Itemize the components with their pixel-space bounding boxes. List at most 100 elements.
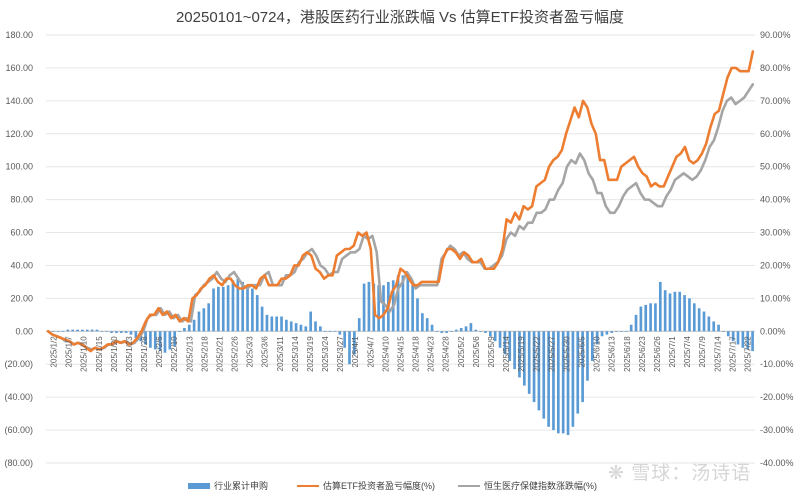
bar (605, 331, 609, 335)
bar (119, 331, 123, 333)
bar (678, 291, 682, 332)
right-tick-label: -20.00% (760, 392, 794, 402)
bar (71, 329, 75, 332)
left-tick-label: (60.00) (4, 425, 33, 435)
x-tick-label: 2025/3/6 (261, 336, 270, 368)
bar (654, 303, 657, 332)
bar (192, 319, 196, 332)
x-tick-label: 2025/2/10 (170, 336, 179, 372)
x-tick-label: 2025/2/18 (200, 336, 209, 372)
x-tick-label: 2025/4/10 (381, 336, 390, 372)
x-tick-label: 2025/3/14 (291, 336, 300, 372)
legend: 行业累计申购 估算ETF投资者盈亏幅度(%) 恒生医疗保健指数涨跌幅(%) (0, 479, 800, 493)
bar (450, 331, 453, 332)
bar (445, 331, 448, 333)
left-tick-label: (40.00) (4, 392, 33, 402)
x-tick-label: 2025/7/17 (728, 336, 737, 372)
x-tick-label: 2025/2/6 (155, 336, 164, 368)
x-tick-label: 2025/6/23 (638, 336, 647, 372)
left-tick-label: 0.00 (15, 326, 33, 336)
legend-label-bar: 行业累计申购 (214, 481, 269, 491)
x-tick-label: 2025/5/6 (472, 336, 481, 368)
bar (270, 316, 274, 332)
bar (158, 331, 162, 352)
bar (527, 331, 531, 394)
bar (100, 331, 104, 332)
right-tick-label: 70.00% (760, 96, 791, 106)
bar (668, 293, 672, 332)
bar (357, 318, 361, 332)
bar (498, 331, 502, 348)
bar (547, 331, 550, 427)
bar (241, 281, 245, 332)
bar (115, 331, 118, 333)
legend-item-orange: 估算ETF投资者盈亏幅度(%) (297, 479, 435, 492)
bar (110, 331, 113, 333)
bar (615, 331, 618, 332)
series-line-hs-healthcare (46, 83, 755, 351)
bar (425, 318, 429, 332)
left-tick-label: (80.00) (4, 458, 33, 468)
bar (644, 304, 648, 332)
left-axis-ticks: 180.00 160.00 140.00 120.00 100.00 80.00 60.00… (4, 30, 33, 468)
bar (561, 331, 565, 434)
x-tick-label: 2025/7/14 (713, 336, 722, 372)
bar (455, 329, 458, 332)
bar (207, 303, 211, 332)
bar (581, 331, 584, 403)
left-tick-label: 120.00 (5, 129, 33, 139)
bar (81, 329, 84, 332)
bar (362, 283, 366, 332)
bar (712, 321, 716, 332)
bar (217, 286, 220, 332)
bar (600, 331, 604, 337)
x-tick-label: 2025/3/27 (336, 336, 345, 372)
bar (285, 319, 288, 332)
bar (377, 285, 380, 332)
bar (489, 331, 492, 337)
x-tick-label: 2025/1/7 (65, 336, 74, 368)
bar (722, 331, 725, 332)
bar (401, 275, 405, 332)
legend-label-gray: 恒生医疗保健指数涨跌幅(%) (484, 481, 597, 491)
bar (736, 331, 740, 345)
bar (421, 313, 424, 332)
bar (610, 331, 614, 333)
bar (197, 311, 201, 332)
x-tick-label: 2025/4/28 (442, 336, 451, 372)
x-tick-label: 2025/6/18 (623, 336, 632, 372)
right-tick-label: 30.00% (760, 228, 791, 238)
bar (105, 331, 109, 332)
bar (566, 331, 570, 436)
bar (634, 314, 638, 332)
bar (571, 331, 575, 427)
bar (56, 331, 60, 332)
bar (396, 275, 400, 332)
bar (649, 303, 652, 332)
bar (149, 331, 152, 348)
bar (416, 298, 419, 332)
bar (178, 331, 181, 332)
x-tick-label: 2025/5/22 (532, 336, 541, 372)
x-tick-label: 2025/7/9 (698, 336, 707, 368)
bar (493, 331, 497, 342)
bar (236, 278, 240, 332)
x-tick-label: 2025/7/1 (668, 336, 677, 368)
bar (576, 331, 580, 414)
bar (260, 306, 264, 332)
bar (620, 331, 623, 332)
x-tick-label: 2025/5/14 (502, 336, 511, 372)
x-tick-label: 2025/2/21 (215, 336, 224, 372)
x-tick-label: 2025/6/5 (578, 336, 587, 368)
bar (658, 281, 662, 332)
x-tick-label: 2025/6/26 (653, 336, 662, 372)
bar (479, 331, 482, 332)
legend-swatch-bar (188, 482, 210, 489)
chart-title: 20250101~0724，港股医药行业涨跌幅 Vs 估算ETF投资者盈亏幅度 (175, 9, 625, 26)
grid-layer (46, 34, 755, 464)
bar (134, 331, 138, 338)
bar (343, 331, 346, 348)
bar (484, 331, 487, 333)
x-tick-label: 2025/6/10 (593, 336, 602, 372)
x-tick-label: 2025/1/15 (95, 336, 104, 372)
